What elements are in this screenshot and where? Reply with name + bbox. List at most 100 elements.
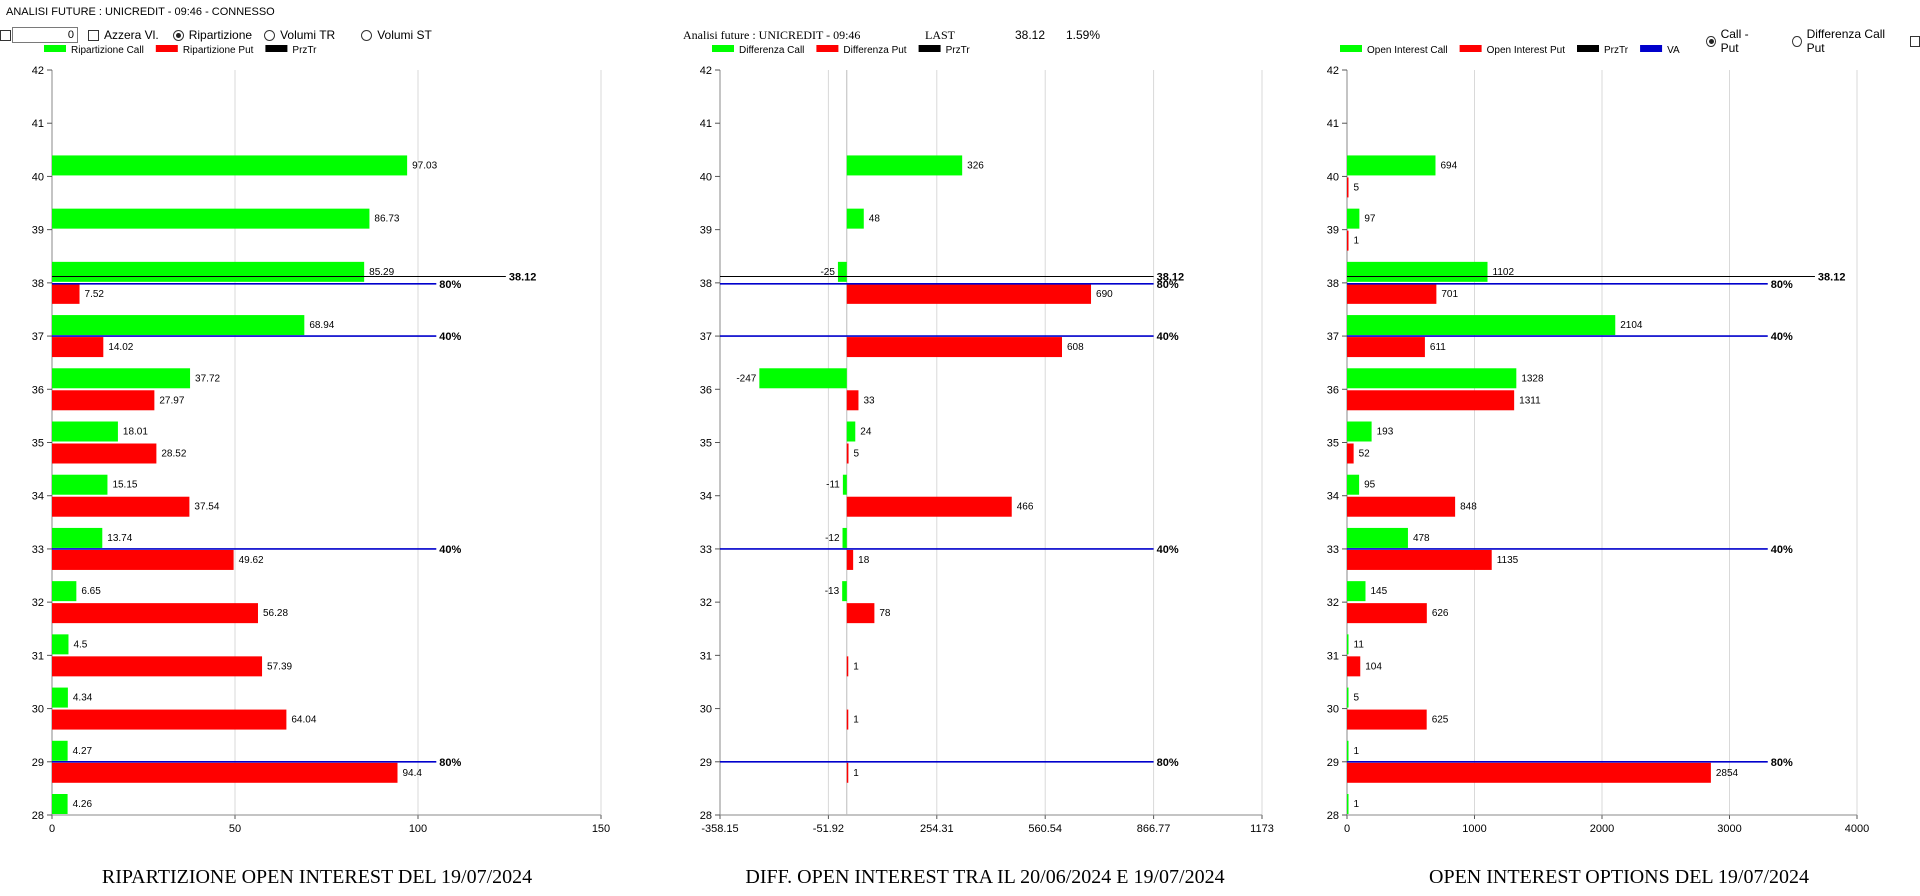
chart-3-data-label: 625 <box>1432 715 1449 726</box>
chart-1-bar-call <box>52 794 68 814</box>
radio-volumi-tr[interactable] <box>264 29 276 41</box>
chart-1-ytick-label: 28 <box>32 810 44 822</box>
chart-3-data-label: 5 <box>1354 693 1360 704</box>
chart-2-xtick-label: -51.92 <box>813 823 844 835</box>
chart-1-bar-call <box>52 155 408 176</box>
chart-2-bar-call <box>842 527 847 548</box>
chart-3-xtick-label: 3000 <box>1717 823 1741 835</box>
chart-1-bar-call <box>52 261 365 282</box>
chart-2-ytick-label: 31 <box>700 650 712 662</box>
chart-1-caption: RIPARTIZIONE OPEN INTEREST DEL 19/07/202… <box>101 866 533 888</box>
chart-2-legend-swatch <box>712 45 734 52</box>
radio-differenza-call-put[interactable] <box>1792 35 1802 47</box>
chart-2-legend-label: PrzTr <box>946 45 971 56</box>
chart-1-data-label: 7.52 <box>85 289 105 300</box>
chart-3-ytick-label: 29 <box>1327 757 1339 769</box>
chart-3-bar-put <box>1347 230 1349 251</box>
chart-3-bar-put <box>1347 443 1354 464</box>
chart-2-bar-call <box>842 581 847 602</box>
chart-1-bar-call <box>52 581 77 602</box>
chart-1-data-label: 27.97 <box>159 395 184 406</box>
chart-1-bar-call <box>52 474 108 495</box>
chart-1-legend-label: Ripartizione Call <box>71 45 144 56</box>
chart-2-data-label: 48 <box>869 214 881 225</box>
chart-1-bar-call <box>52 368 191 389</box>
chart-2-legend-swatch <box>918 45 941 52</box>
change-value: 1.59% <box>1066 28 1101 42</box>
chart-3-bar-put <box>1347 337 1425 358</box>
chart-3-data-label: 145 <box>1370 586 1387 597</box>
chart-1-va-label: 80% <box>439 757 461 769</box>
chart-3-bar-call <box>1347 581 1366 602</box>
chart-3-data-label: 11 <box>1354 639 1365 650</box>
chart-3-data-label: 1311 <box>1519 395 1541 406</box>
chart-3-data-label: 848 <box>1460 502 1477 513</box>
chart-1-bar-put <box>52 443 157 464</box>
zero-input[interactable] <box>12 27 78 43</box>
chart-3-ytick-label: 42 <box>1327 65 1339 77</box>
chart-1-ytick-label: 38 <box>32 278 44 290</box>
radio-ripartizione[interactable] <box>172 29 184 41</box>
chart-1-data-label: 56.28 <box>263 608 288 619</box>
chart-2-data-label: 78 <box>879 608 891 619</box>
center-header-title: Analisi future : UNICREDIT - 09:46 <box>683 28 861 42</box>
chart-2-bar-put <box>846 709 849 730</box>
chart-3-ytick-label: 32 <box>1327 597 1339 609</box>
chart-2-data-label: 33 <box>863 395 875 406</box>
chart-2-bar-put <box>846 337 1062 358</box>
chart-2-data-label: -11 <box>826 480 840 491</box>
app-title: ANALISI FUTURE : UNICREDIT - 09:46 - CON… <box>6 6 275 18</box>
checkbox-unlabeled[interactable] <box>0 29 11 41</box>
chart-2-data-label: 466 <box>1017 502 1034 513</box>
chart-2-data-label: -13 <box>825 586 840 597</box>
radio-volumi-st[interactable] <box>361 29 373 41</box>
chart-2-xtick-label: 1173 <box>1250 823 1274 835</box>
chart-2-bar-call <box>846 155 963 176</box>
chart-1-xtick-label: 50 <box>229 823 241 835</box>
chart-3-data-label: 5 <box>1354 182 1360 193</box>
radio-differenza-call-put-label: Differenza Call Put <box>1806 27 1886 55</box>
chart-1-ytick-label: 40 <box>32 171 44 183</box>
chart-2-legend-label: Differenza Put <box>843 45 906 56</box>
chart-3-legend-swatch <box>1640 45 1663 52</box>
chart-2-bar-call <box>842 474 847 495</box>
azzera-checkbox[interactable] <box>88 29 99 41</box>
chart-1-bar-call <box>52 527 103 548</box>
chart-2-data-label: 5 <box>854 449 860 460</box>
chart-1-ytick-label: 30 <box>32 704 44 716</box>
chart-2-caption: DIFF. OPEN INTEREST TRA IL 20/06/2024 E … <box>745 866 1225 888</box>
chart-2-data-label: 18 <box>858 555 870 566</box>
chart-3-ytick-label: 36 <box>1327 384 1339 396</box>
radio-volumi-tr-label: Volumi TR <box>280 28 336 42</box>
chart-1-xtick-label: 150 <box>592 823 610 835</box>
chart-3-data-label: 701 <box>1441 289 1458 300</box>
radio-call-put-label: Call - Put <box>1720 27 1749 55</box>
chart-2-bar-put <box>846 549 854 570</box>
chart-2-data-label: -12 <box>825 533 840 544</box>
chart-3-ytick-label: 35 <box>1327 438 1339 450</box>
chart-3-bar-put <box>1347 656 1361 677</box>
chart-3-legend-label: Open Interest Call <box>1367 45 1448 56</box>
chart-1-data-label: 4.26 <box>73 799 93 810</box>
chart-3-bar-call <box>1347 261 1488 282</box>
chart-3-data-label: 1 <box>1354 799 1360 810</box>
chart-1-data-label: 4.34 <box>73 693 93 704</box>
right-controls: Call - Put Differenza Call Put <box>1706 27 1920 55</box>
chart-1-legend-swatch <box>265 45 288 52</box>
chart-1-ytick-label: 42 <box>32 65 44 77</box>
radio-call-put[interactable] <box>1706 35 1716 47</box>
chart-1-data-label: 18.01 <box>123 427 148 438</box>
chart-1-data-label: 28.52 <box>161 449 186 460</box>
chart-1-ytick-label: 36 <box>32 384 44 396</box>
chart-3-data-label: 1328 <box>1521 373 1544 384</box>
radio-volumi-st-label: Volumi ST <box>377 28 432 42</box>
chart-1-ytick-label: 37 <box>32 331 44 343</box>
chart-2-bar-call <box>837 261 847 282</box>
chart-2-ytick-label: 39 <box>700 225 712 237</box>
chart-3-data-label: 626 <box>1432 608 1449 619</box>
chart-3-va-label: 80% <box>1771 279 1793 291</box>
chart-3-va-label: 40% <box>1771 331 1793 343</box>
chart-3-ytick-label: 33 <box>1327 544 1339 556</box>
chart-1-ytick-label: 39 <box>32 225 44 237</box>
chart-3-xtick-label: 0 <box>1344 823 1350 835</box>
